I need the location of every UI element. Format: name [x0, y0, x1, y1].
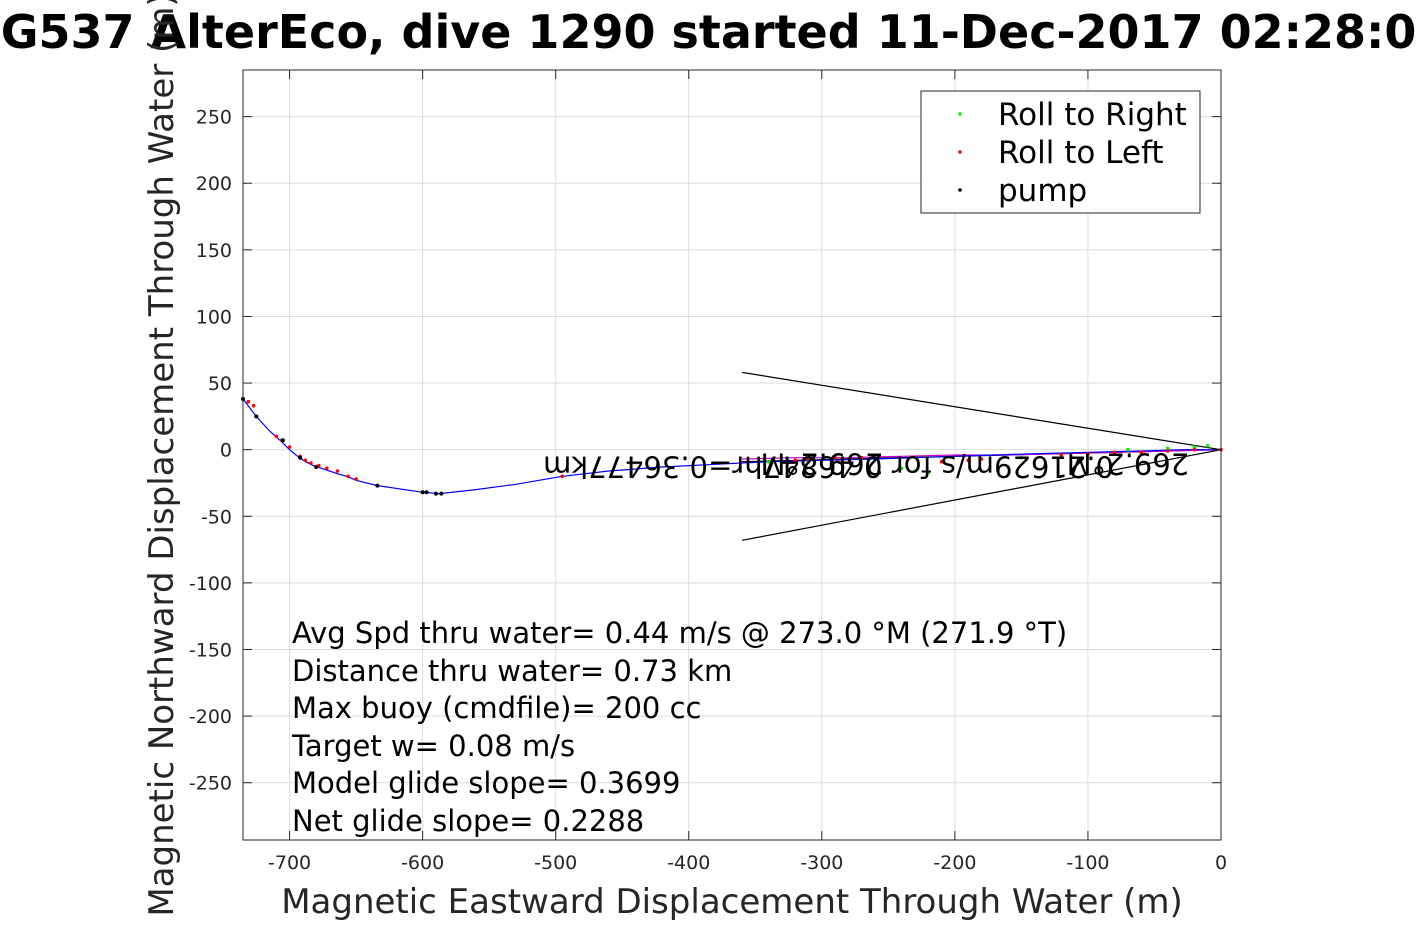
annotations: 0.21629m/s for 0.46847hr=0.36477km269.2°… — [543, 447, 1189, 484]
x-tick-label: -400 — [667, 852, 710, 874]
y-tick-label: -200 — [189, 706, 232, 728]
y-tick-label: 100 — [196, 306, 232, 328]
x-tick-label: -300 — [800, 852, 843, 874]
y-tick-label: 50 — [208, 373, 232, 395]
roll-right-point — [913, 469, 917, 473]
wedge-line — [741, 449, 1222, 541]
pump-point — [433, 491, 438, 496]
roll-left-point — [1112, 450, 1117, 455]
x-axis-label: Magnetic Eastward Displacement Through W… — [281, 882, 1183, 922]
x-tick-label: 0 — [1215, 852, 1227, 874]
stat-target-w: Target w= 0.08 m/s — [291, 729, 575, 763]
roll-left-point — [251, 403, 256, 408]
annotation-text: 269.2°M — [1067, 447, 1190, 481]
roll-right-point — [1166, 446, 1170, 451]
pump-point — [439, 491, 444, 496]
roll-left-point — [979, 457, 984, 461]
roll-left-point — [966, 458, 970, 463]
roll-left-point — [335, 469, 340, 473]
legend-label-pump: pump — [998, 173, 1087, 209]
pump-point — [375, 483, 380, 488]
y-tick-label: 0 — [220, 440, 232, 462]
chart-title: SG537 AlterEco, dive 1290 started 11-Dec… — [0, 5, 1417, 59]
stat-distance: Distance thru water= 0.73 km — [292, 654, 732, 688]
pump-point — [254, 414, 259, 419]
legend-marker-roll-right — [958, 112, 962, 116]
y-axis-label: Magnetic Northward Displacement Through … — [142, 0, 182, 917]
roll-right-point — [1126, 447, 1130, 452]
roll-right-point — [926, 470, 931, 475]
annotation-text: 0.21629m/s for 0.46847hr=0.36477km — [543, 449, 1114, 483]
roll-right-point — [766, 459, 771, 464]
roll-left-point — [309, 461, 313, 465]
y-tick-label: 150 — [196, 240, 232, 262]
legend-label-roll-left: Roll to Left — [998, 135, 1164, 171]
pump-point — [298, 455, 303, 460]
y-tick-label: -50 — [201, 506, 232, 528]
roll-right-point — [1205, 443, 1210, 448]
pump-point — [420, 490, 425, 495]
roll-left-point — [354, 477, 358, 481]
annotation-text: 269.2°M — [761, 447, 884, 481]
roll-right-point — [1192, 445, 1197, 449]
roll-left-point — [274, 434, 279, 439]
roll-left-point — [1166, 449, 1170, 453]
stat-net-glide-slope: Net glide slope= 0.2288 — [292, 804, 644, 838]
roll-left-point — [346, 474, 350, 479]
roll-left-point — [325, 466, 329, 471]
y-tick-label: 250 — [196, 107, 232, 129]
legend-marker-pump — [958, 188, 962, 192]
x-tick-label: -200 — [933, 852, 976, 874]
roll-left-point — [806, 457, 811, 461]
legend: Roll to Right Roll to Left pump — [920, 90, 1201, 214]
stat-max-buoy: Max buoy (cmdfile)= 200 cc — [292, 691, 701, 725]
y-tick-label: -150 — [189, 639, 232, 661]
legend-box — [920, 90, 1201, 214]
roll-left-point — [246, 399, 251, 404]
stat-avg-speed: Avg Spd thru water= 0.44 m/s @ 273.0 °M … — [292, 616, 1067, 650]
roll-left-point — [1139, 450, 1143, 455]
y-tick-label: -250 — [189, 773, 232, 795]
tick-labels: -700 -600 -500 -400 -300 -200 -100 025020015010… — [189, 70, 1227, 874]
roll-right-point — [899, 466, 904, 471]
roll-left-point — [1086, 451, 1090, 456]
wedge-line — [741, 371, 1222, 451]
roll-left-point — [1192, 447, 1197, 452]
roll-right-point — [780, 461, 784, 465]
roll-left-point — [833, 455, 837, 460]
plot-frame — [242, 69, 1222, 841]
roll-right-point — [1019, 455, 1024, 460]
x-tick-label: -700 — [268, 852, 311, 874]
roll-left-point — [859, 455, 864, 460]
roll-left-point — [287, 445, 292, 449]
x-tick-label: -500 — [534, 852, 577, 874]
roll-left-point — [303, 458, 308, 463]
roll-left-point — [1059, 453, 1064, 457]
y-tick-label: -100 — [189, 573, 232, 595]
legend-label-roll-right: Roll to Right — [998, 97, 1187, 133]
x-tick-label: -600 — [401, 852, 444, 874]
stat-model-glide-slope: Model glide slope= 0.3699 — [292, 766, 680, 800]
pump-point — [424, 490, 429, 495]
y-tick-label: 200 — [196, 173, 232, 195]
legend-marker-roll-left — [958, 150, 962, 154]
pump-point — [314, 465, 319, 469]
roll-left-point — [793, 458, 797, 463]
roll-left-point — [939, 459, 944, 464]
roll-left-point — [560, 474, 565, 479]
stats-block: Avg Spd thru water= 0.44 m/s @ 273.0 °M … — [291, 616, 1067, 838]
pump-point — [280, 438, 285, 443]
x-tick-label: -100 — [1066, 852, 1109, 874]
